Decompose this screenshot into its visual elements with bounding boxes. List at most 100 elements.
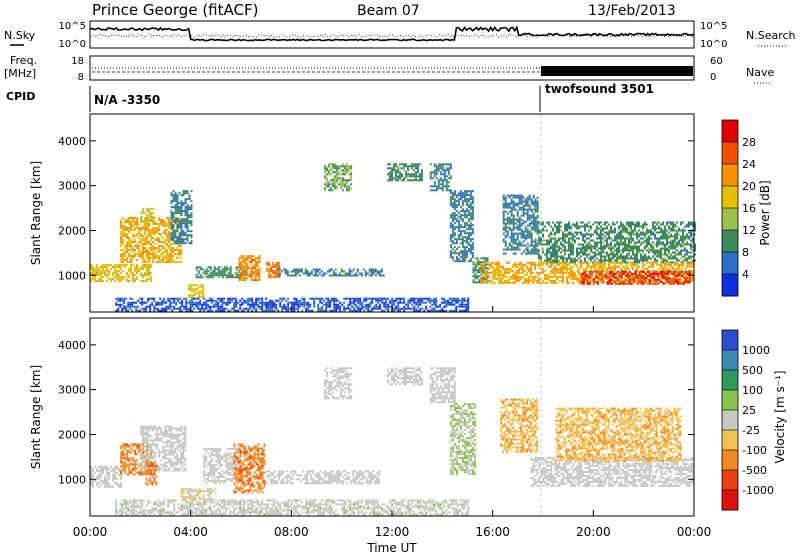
heatmap-cell (345, 273, 347, 275)
heatmap-cell (600, 244, 602, 246)
heatmap-cell (616, 234, 618, 236)
heatmap-cell (648, 258, 650, 260)
heatmap-cell (173, 308, 175, 310)
heatmap-cell (171, 202, 173, 204)
heatmap-cell (223, 302, 225, 304)
heatmap-cell (150, 257, 152, 259)
heatmap-cell (578, 254, 580, 256)
heatmap-cell (535, 205, 537, 207)
heatmap-cell (339, 306, 341, 308)
heatmap-cell (357, 271, 359, 273)
heatmap-cell (628, 248, 630, 250)
heatmap-cell (574, 262, 576, 264)
heatmap-cell (338, 165, 340, 167)
heatmap-cell (581, 277, 583, 279)
heatmap-cell (599, 279, 601, 281)
heatmap-cell (552, 280, 554, 282)
heatmap-cell (596, 242, 598, 244)
heatmap-cell (391, 169, 393, 171)
heatmap-cell (257, 263, 259, 265)
heatmap-cell (480, 272, 482, 274)
heatmap-cell (164, 239, 166, 241)
heatmap-cell (509, 217, 511, 219)
heatmap-cell (466, 202, 468, 204)
heatmap-cell (351, 271, 353, 273)
heatmap-cell (359, 300, 361, 302)
heatmap-cell (340, 181, 342, 183)
heatmap-cell (236, 274, 238, 276)
heatmap-cell (648, 262, 650, 264)
heatmap-cell (454, 200, 456, 202)
heatmap-cell (616, 240, 618, 242)
heatmap-cell (636, 260, 638, 262)
heatmap-cell (200, 276, 202, 278)
heatmap-cell (568, 234, 570, 236)
heatmap-cell (327, 298, 329, 300)
heatmap-cell (515, 243, 517, 245)
heatmap-cell (628, 226, 630, 228)
heatmap-cell (568, 264, 570, 266)
heatmap-cell (639, 275, 641, 277)
heatmap-cell (513, 209, 515, 211)
heatmap-cell (438, 185, 440, 187)
heatmap-cell (505, 211, 507, 213)
heatmap-cell (214, 272, 216, 274)
heatmap-cell (588, 222, 590, 224)
heatmap-cell (324, 167, 326, 169)
heatmap-cell (173, 194, 175, 196)
heatmap-cell (120, 280, 122, 282)
heatmap-cell (688, 256, 690, 258)
heatmap-cell (361, 308, 363, 310)
heatmap-cell (626, 264, 628, 266)
heatmap-cell (680, 250, 682, 252)
heatmap-cell (517, 203, 519, 205)
heatmap-cell (513, 247, 515, 249)
heatmap-cell (660, 232, 662, 234)
heatmap-cell (326, 169, 328, 171)
heatmap-cell (245, 263, 247, 265)
heatmap-cell (104, 264, 106, 266)
heatmap-cell (275, 304, 277, 306)
heatmap-cell (517, 243, 519, 245)
heatmap-cell (116, 276, 118, 278)
heatmap-cell (462, 246, 464, 248)
heatmap-cell (626, 250, 628, 252)
heatmap-cell (276, 274, 278, 276)
heatmap-cell (154, 227, 156, 229)
heatmap-cell (118, 266, 120, 268)
heatmap-cell (536, 272, 538, 274)
heatmap-cell (323, 273, 325, 275)
heatmap-cell (326, 185, 328, 187)
heatmap-cell (674, 268, 676, 270)
heatmap-cell (313, 302, 315, 304)
heatmap-cell (185, 242, 187, 244)
heatmap-cell (578, 258, 580, 260)
heatmap-cell (210, 268, 212, 270)
heatmap-cell (349, 308, 351, 310)
heatmap-cell (464, 232, 466, 234)
heatmap-cell (171, 234, 173, 236)
heatmap-cell (179, 222, 181, 224)
heatmap-cell (533, 249, 535, 251)
heatmap-cell (552, 246, 554, 248)
heatmap-cell (348, 187, 350, 189)
heatmap-cell (544, 262, 546, 264)
heatmap-cell (193, 298, 195, 300)
heatmap-cell (664, 268, 666, 270)
heatmap-cell (208, 266, 210, 268)
heatmap-cell (130, 272, 132, 274)
heatmap-cell (122, 270, 124, 272)
heatmap-cell (458, 236, 460, 238)
heatmap-cell (674, 236, 676, 238)
heatmap-cell (142, 268, 144, 270)
heatmap-cell (552, 264, 554, 266)
heatmap-cell (470, 228, 472, 230)
heatmap-cell (188, 284, 190, 286)
heatmap-cell (346, 165, 348, 167)
heatmap-cell (646, 238, 648, 240)
heatmap-cell (548, 262, 550, 264)
heatmap-cell (671, 281, 673, 283)
heatmap-cell (160, 241, 162, 243)
heatmap-cell (655, 273, 657, 275)
heatmap-cell (169, 298, 171, 300)
